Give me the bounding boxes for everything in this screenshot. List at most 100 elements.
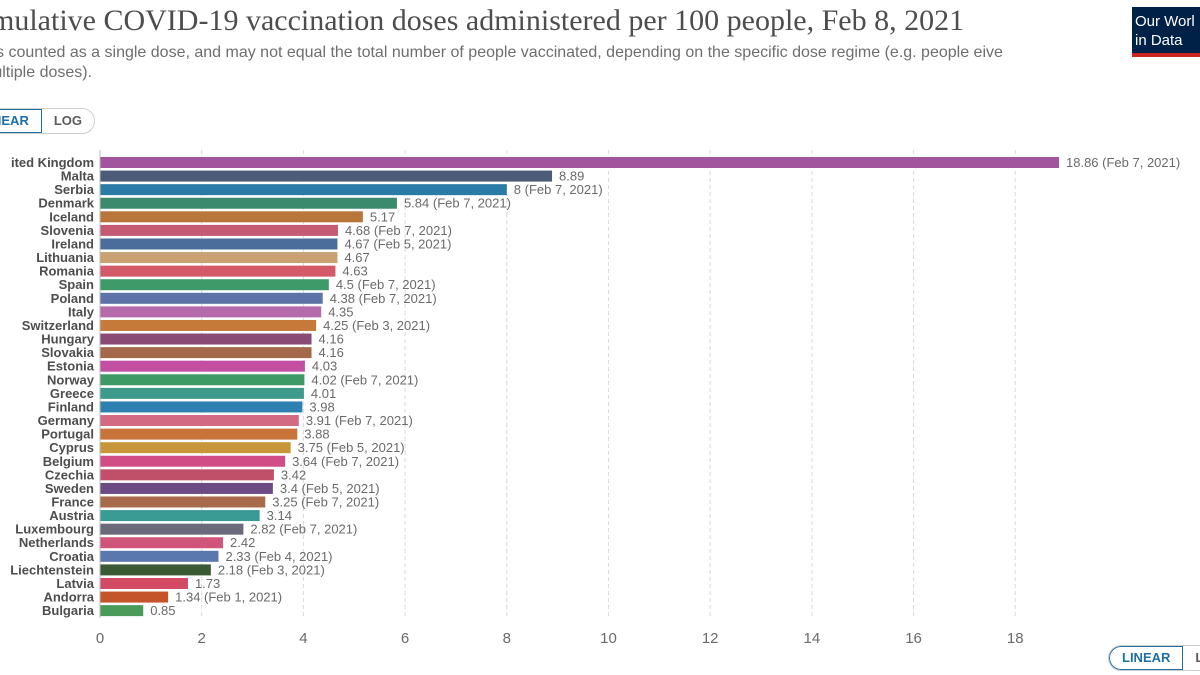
x-tick-label: 10 [600,630,617,647]
bar [100,605,144,617]
value-label: 3.64 (Feb 7, 2021) [292,454,399,469]
value-label: 5.17 [370,209,395,224]
bar [100,347,312,359]
bar [100,482,273,494]
value-label: 4.16 [319,345,344,360]
bar [100,387,304,399]
x-tick-label: 6 [401,630,409,647]
category-label: Luxembourg [15,522,94,537]
x-tick-label: 16 [905,630,922,647]
bar [100,319,317,331]
value-label: 1.34 (Feb 1, 2021) [175,590,282,605]
bar [100,510,260,522]
category-label: ited Kingdom [11,155,94,170]
category-label: Denmark [38,196,94,211]
category-label: Poland [51,291,94,306]
category-label: Netherlands [19,535,94,550]
x-tick-label: 8 [503,630,511,647]
bar [100,374,305,386]
value-label: 4.63 [342,264,367,279]
category-label: Slovakia [41,345,95,360]
log-scale-button-bottom[interactable]: LO [1183,646,1200,670]
linear-scale-button-bottom[interactable]: LINEAR [1109,646,1184,670]
value-label: 4.68 (Feb 7, 2021) [345,223,452,238]
bar [100,360,305,372]
category-label: Cyprus [49,440,94,455]
category-label: Slovenia [41,223,95,238]
chart-title: umulative COVID-19 vaccination doses adm… [0,4,965,37]
logo-line-2: in Data [1135,32,1183,49]
bar [100,306,322,318]
category-label: Andorra [43,590,94,605]
value-label: 4.67 [344,250,369,265]
value-label: 3.88 [304,427,329,442]
value-label: 1.73 [195,576,220,591]
value-label: 3.75 (Feb 5, 2021) [298,440,405,455]
linear-scale-button[interactable]: NEAR [0,109,42,133]
log-scale-button[interactable]: LOG [53,113,83,128]
value-label: 4.35 [328,304,353,319]
bar [100,197,397,209]
bar [100,577,188,589]
bar [100,333,312,345]
category-label: Ireland [51,236,94,251]
value-label: 3.98 [309,399,334,414]
value-label: 3.25 (Feb 7, 2021) [272,495,379,510]
value-label: 4.02 (Feb 7, 2021) [311,372,418,387]
value-label: 2.42 [230,535,255,550]
category-label: Belgium [43,454,94,469]
logo-line-1: Our Worl [1135,13,1195,30]
bar [100,224,338,236]
category-label: Switzerland [22,318,94,333]
bar [100,292,323,304]
bar [100,442,291,454]
category-label: Malta [61,169,95,184]
value-label: 4.67 (Feb 5, 2021) [344,236,451,251]
scale-toggle-top: NEAR LOG [0,108,96,134]
value-label: 4.16 [319,332,344,347]
category-label: France [51,495,94,510]
x-tick-label: 18 [1007,630,1024,647]
value-label: 2.33 (Feb 4, 2021) [225,549,332,564]
category-label: Croatia [49,549,95,564]
bar [100,184,507,196]
category-label: Estonia [47,359,95,374]
value-label: 2.18 (Feb 3, 2021) [218,562,325,577]
category-label: Finland [48,399,94,414]
bar [100,211,363,223]
value-label: 3.14 [267,508,292,523]
category-label: Bulgaria [42,603,95,618]
value-label: 4.03 [312,359,337,374]
value-label: 4.38 (Feb 7, 2021) [330,291,437,306]
category-label: Czechia [45,467,95,482]
x-tick-label: 12 [702,630,719,647]
bar [100,537,224,549]
value-label: 8 (Feb 7, 2021) [514,182,603,197]
category-label: Lithuania [36,250,95,265]
x-tick-label: 14 [804,630,821,647]
scale-toggle-bottom: LINEAR LO [1108,645,1200,671]
value-label: 5.84 (Feb 7, 2021) [404,196,511,211]
category-label: Romania [39,264,95,279]
value-label: 2.82 (Feb 7, 2021) [250,522,357,537]
category-label: Iceland [49,209,94,224]
category-label: Spain [59,277,94,292]
category-label: Norway [47,372,95,387]
value-label: 8.89 [559,169,584,184]
bar [100,401,303,413]
category-label: Austria [49,508,95,523]
bar [100,469,274,481]
bar [100,523,244,535]
owid-logo[interactable]: Our Worl in Data [1132,7,1200,57]
bar [100,157,1059,168]
x-tick-label: 0 [96,630,104,647]
value-label: 0.85 [150,603,175,618]
chart-subtitle: s is counted as a single dose, and may n… [0,44,1003,81]
category-label: Portugal [41,427,94,442]
category-label: Sweden [45,481,94,496]
category-label: Italy [68,304,95,319]
category-label: Latvia [56,576,94,591]
bar [100,455,286,467]
value-label: 4.25 (Feb 3, 2021) [323,318,430,333]
